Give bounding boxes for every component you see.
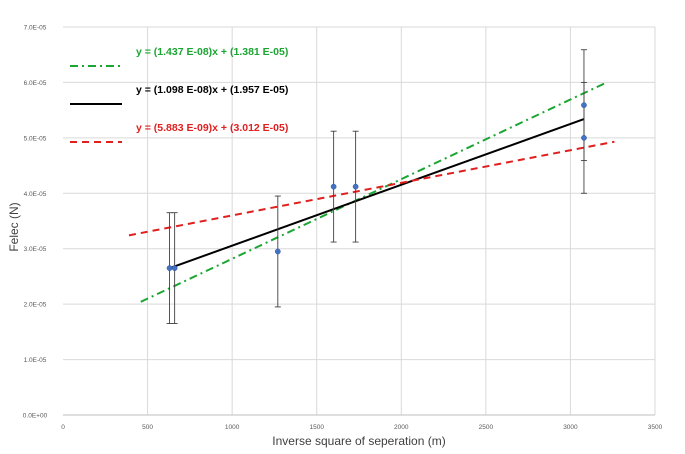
data-point	[581, 135, 587, 141]
trendline	[140, 81, 609, 303]
x-tick-label: 1000	[225, 424, 240, 431]
gridlines	[63, 26, 656, 415]
data-point	[581, 102, 587, 109]
legend-label: y = (1.098 E-08)x + (1.957 E-05)	[136, 84, 288, 96]
x-tick-label: 3500	[648, 424, 663, 431]
data-point	[166, 265, 173, 271]
legend-label: y = (1.437 E-08)x + (1.381 E-05)	[136, 46, 288, 58]
data-point	[352, 183, 359, 190]
axes: 0.0E+00 1.0E-05 2.0E-05 3.0E-05 4.0E-05 5.0E-…	[23, 25, 663, 432]
x-tick-label: 3000	[563, 424, 578, 431]
trendlines	[128, 81, 615, 303]
x-tick-label: 0	[61, 424, 65, 431]
data-points	[166, 102, 587, 271]
trendline	[128, 140, 615, 237]
y-tick-label: 5.0E-05	[24, 135, 47, 142]
trendline	[169, 118, 585, 270]
y-tick-label: 7.0E-05	[24, 25, 47, 32]
y-tick-label: 1.0E-05	[24, 357, 47, 364]
x-axis-title: Inverse square of seperation (m)	[272, 434, 445, 448]
data-point	[330, 183, 337, 190]
data-point	[171, 265, 178, 271]
y-tick-label: 3.0E-05	[24, 246, 47, 253]
data-point	[274, 248, 281, 255]
x-tick-label: 500	[142, 424, 153, 431]
y-axis-title: Felec (N)	[7, 202, 21, 251]
x-tick-label: 2000	[394, 424, 409, 431]
legend: y = (1.437 E-08)x + (1.381 E-05) y = (1.0…	[70, 46, 288, 143]
legend-label: y = (5.883 E-09)x + (3.012 E-05)	[136, 122, 288, 134]
y-tick-label: 0.0E+00	[23, 413, 48, 420]
y-tick-label: 6.0E-05	[24, 80, 47, 87]
x-tick-label: 1500	[309, 424, 324, 431]
x-tick-label: 2500	[479, 424, 494, 431]
y-tick-label: 4.0E-05	[24, 191, 47, 198]
y-tick-label: 2.0E-05	[24, 302, 47, 309]
